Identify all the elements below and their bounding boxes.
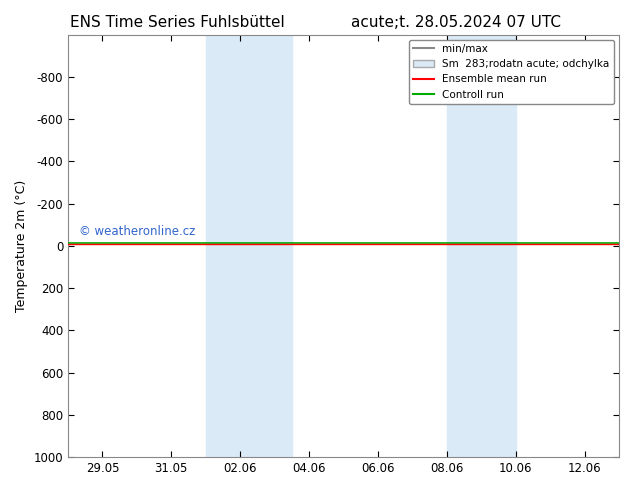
Text: © weatheronline.cz: © weatheronline.cz <box>79 224 195 238</box>
Legend: min/max, Sm  283;rodatn acute; odchylka, Ensemble mean run, Controll run: min/max, Sm 283;rodatn acute; odchylka, … <box>409 40 614 104</box>
Bar <box>447 35 515 457</box>
Text: acute;t. 28.05.2024 07 UTC: acute;t. 28.05.2024 07 UTC <box>351 15 562 30</box>
Y-axis label: Temperature 2m (°C): Temperature 2m (°C) <box>15 180 28 312</box>
Bar <box>206 35 292 457</box>
Text: ENS Time Series Fuhlsbüttel: ENS Time Series Fuhlsbüttel <box>70 15 285 30</box>
